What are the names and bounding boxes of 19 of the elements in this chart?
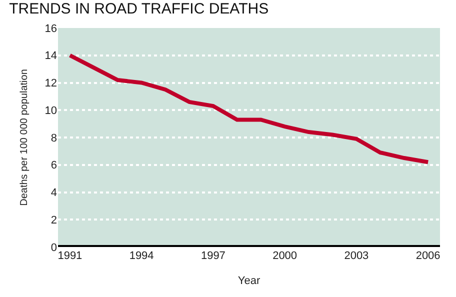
y-tick-label: 6 bbox=[50, 160, 57, 172]
x-axis-title: Year bbox=[238, 275, 260, 288]
y-tick-label: 2 bbox=[50, 214, 57, 226]
y-tick-label: 4 bbox=[50, 187, 57, 200]
x-tick-label: 1994 bbox=[129, 250, 154, 262]
y-tick-label: 0 bbox=[50, 242, 57, 254]
x-tick-label: 2000 bbox=[272, 250, 298, 262]
line-series bbox=[68, 53, 430, 164]
x-tick-label: 2006 bbox=[416, 250, 440, 262]
y-axis-title: Deaths per 100 000 population bbox=[18, 69, 30, 206]
x-tick-label: 2003 bbox=[344, 250, 369, 262]
chart-title: TRENDS IN ROAD TRAFFIC DEATHS bbox=[9, 0, 269, 18]
y-tick-label: 8 bbox=[50, 132, 57, 144]
x-tick-label: 1997 bbox=[200, 250, 226, 262]
x-tick-label: 1991 bbox=[58, 250, 82, 262]
y-tick-label: 16 bbox=[44, 22, 57, 35]
y-tick-label: 10 bbox=[44, 104, 57, 117]
y-tick-label: 12 bbox=[44, 78, 57, 90]
y-tick-label: 14 bbox=[44, 50, 57, 62]
